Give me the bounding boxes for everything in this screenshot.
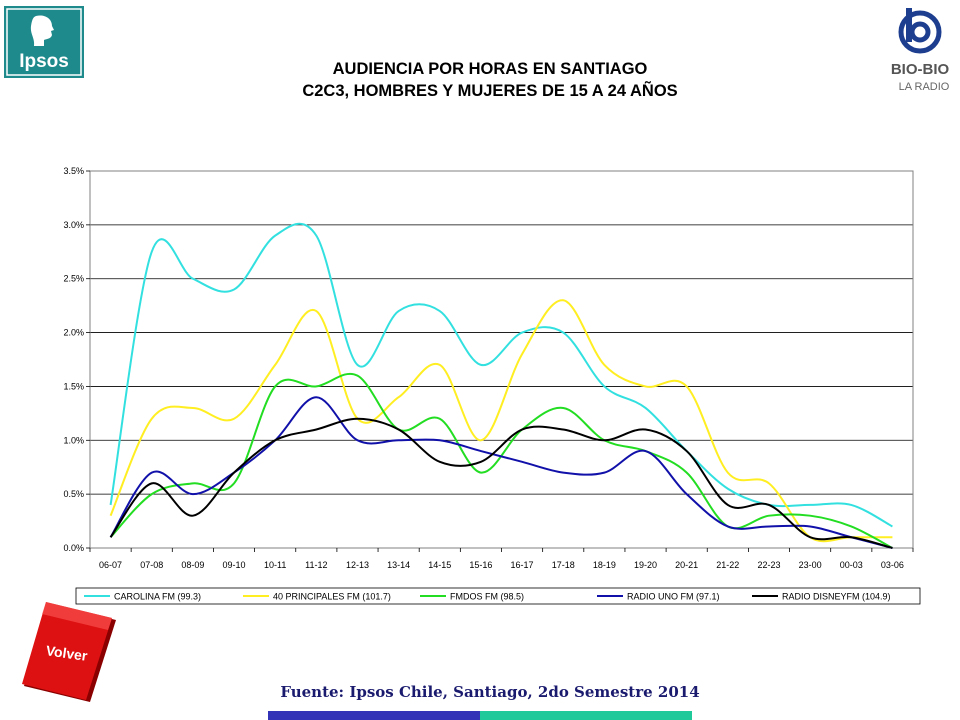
bio-bio-logo-text: BIO-BIO	[891, 61, 950, 78]
x-tick-label: 21-22	[716, 560, 739, 570]
bio-bio-logo: BIO-BIO LA RADIO	[891, 8, 950, 93]
chart-legend: CAROLINA FM (99.3) 40 PRINCIPALES FM (101…	[75, 587, 921, 605]
footer-bar-blue	[268, 711, 480, 720]
series-line-2	[109, 372, 893, 549]
x-tick-label: 13-14	[387, 560, 410, 570]
legend-label: RADIO DISNEYFM (104.9)	[782, 592, 891, 602]
series-line-4	[109, 417, 893, 549]
legend-label: FMDOS FM (98.5)	[450, 592, 524, 602]
series-line-1	[109, 299, 893, 543]
x-tick-label: 09-10	[223, 560, 246, 570]
ipsos-logo: Ipsos	[4, 6, 84, 78]
x-axis-ticks: 06-07 07-08 08-09 09-10 10-11 11-12 12-13 13-14…	[89, 548, 914, 570]
x-tick-label: 14-15	[428, 560, 451, 570]
x-tick-label: 03-06	[881, 560, 904, 570]
x-tick-label: 15-16	[469, 560, 492, 570]
y-tick-label: 3.5%	[63, 166, 84, 176]
chart-title-line1: AUDIENCIA POR HORAS EN SANTIAGO	[332, 60, 648, 78]
x-tick-label: 11-12	[305, 560, 327, 570]
x-tick-label: 06-07	[99, 560, 122, 570]
y-tick-label: 2.0%	[63, 328, 84, 338]
source-note: Fuente: Ipsos Chile, Santiago, 2do Semes…	[280, 683, 700, 701]
series-lines	[109, 222, 893, 549]
y-tick-label: 2.5%	[63, 274, 84, 284]
bio-bio-logo-subtext: LA RADIO	[899, 81, 950, 93]
y-tick-label: 0.5%	[63, 489, 84, 499]
x-tick-label: 00-03	[840, 560, 863, 570]
legend-label: 40 PRINCIPALES FM (101.7)	[273, 592, 391, 602]
legend-label: RADIO UNO FM (97.1)	[627, 592, 720, 602]
chart-title-line2: C2C3, HOMBRES Y MUJERES DE 15 A 24 AÑOS	[302, 82, 678, 100]
plot-area-border	[89, 170, 914, 549]
volver-button[interactable]: Volver	[22, 600, 118, 704]
y-tick-label: 1.5%	[63, 381, 84, 391]
x-tick-label: 19-20	[634, 560, 657, 570]
ipsos-logo-text: Ipsos	[19, 51, 69, 72]
x-tick-label: 18-19	[593, 560, 616, 570]
y-tick-label: 0.0%	[63, 543, 84, 553]
series-line-0	[109, 222, 893, 528]
legend-box	[75, 587, 921, 605]
x-tick-label: 17-18	[552, 560, 575, 570]
footer-bar-teal	[480, 711, 692, 720]
legend-label: CAROLINA FM (99.3)	[114, 592, 201, 602]
x-tick-label: 07-08	[140, 560, 163, 570]
x-tick-label: 20-21	[675, 560, 698, 570]
y-axis-ticks: 0.0% 0.5% 1.0% 1.5% 2.0% 2.5% 3.0% 3.5%	[63, 166, 90, 553]
x-tick-label: 08-09	[181, 560, 204, 570]
x-tick-label: 10-11	[264, 560, 286, 570]
y-tick-label: 1.0%	[63, 435, 84, 445]
x-tick-label: 22-23	[757, 560, 780, 570]
chart-title: AUDIENCIA POR HORAS EN SANTIAGO C2C3, HO…	[200, 58, 780, 102]
x-tick-label: 23-00	[799, 560, 822, 570]
y-tick-label: 3.0%	[63, 220, 84, 230]
x-tick-label: 16-17	[511, 560, 534, 570]
volver-label: Volver	[45, 642, 89, 664]
x-tick-label: 12-13	[346, 560, 369, 570]
